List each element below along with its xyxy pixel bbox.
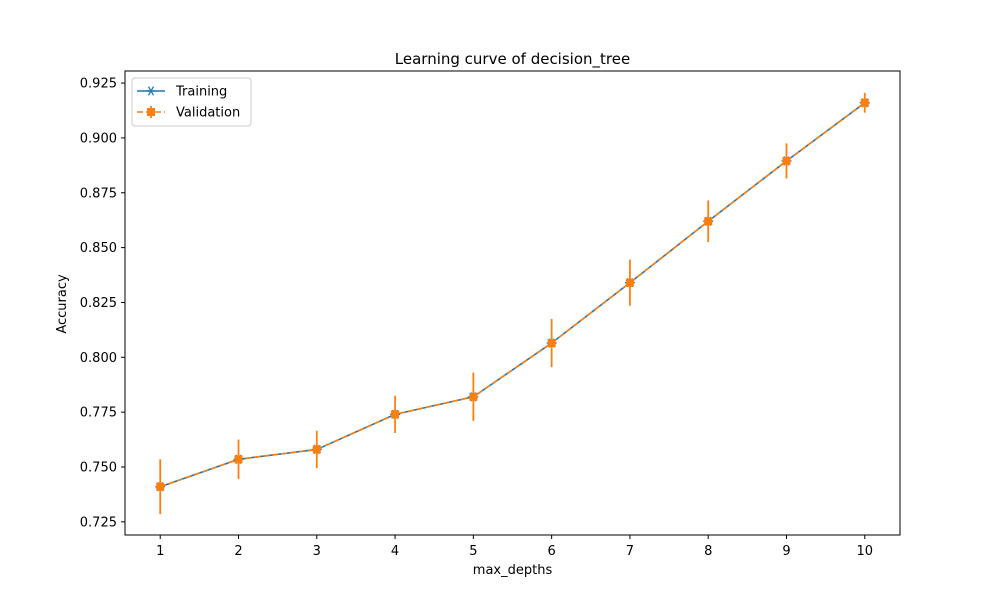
x-tick-label: 10: [856, 544, 873, 559]
y-tick-label: 0.775: [80, 406, 117, 421]
y-axis-label: Accuracy: [55, 274, 70, 334]
validation-point: [234, 455, 243, 464]
validation-point: [625, 278, 634, 287]
x-tick-label: 4: [391, 544, 399, 559]
validation-point: [782, 156, 791, 165]
legend-label-training: Training: [175, 85, 227, 100]
y-tick-label: 0.925: [80, 77, 117, 92]
validation-point: [704, 217, 713, 226]
y-tick-label: 0.825: [80, 296, 117, 311]
legend-training-marker: [147, 86, 155, 96]
x-axis-label: max_depths: [473, 563, 553, 578]
x-tick-label: 9: [782, 544, 790, 559]
y-tick-label: 0.725: [80, 515, 117, 530]
legend-entry-validation: Validation: [137, 106, 240, 121]
validation-point: [156, 482, 165, 491]
validation-point: [312, 445, 321, 454]
x-tick-label: 8: [704, 544, 712, 559]
y-tick-label: 0.800: [80, 351, 117, 366]
y-tick-label: 0.875: [80, 186, 117, 201]
x-tick-label: 6: [548, 544, 556, 559]
chart-title: Learning curve of decision_tree: [395, 50, 630, 69]
x-tick-label: 1: [156, 544, 164, 559]
validation-point: [547, 339, 556, 348]
training-series-line: [159, 102, 866, 488]
validation-point: [391, 410, 400, 419]
x-tick-label: 5: [469, 544, 477, 559]
y-tick-label: 0.750: [80, 460, 117, 475]
validation-point: [860, 98, 869, 107]
legend-box: [131, 77, 252, 127]
validation-series-line: [159, 102, 866, 488]
axes-frame: [124, 70, 901, 536]
legend-validation-marker: [147, 108, 155, 116]
x-tick-label: 7: [626, 544, 634, 559]
legend-label-validation: Validation: [176, 106, 240, 121]
validation-point: [469, 392, 478, 401]
y-tick-label: 0.900: [80, 131, 117, 146]
x-tick-label: 2: [234, 544, 242, 559]
y-tick-label: 0.850: [80, 241, 117, 256]
plot-area: 1 2 3 4 5 6 7 8 9 10 0.725 0.750 0.775 0.800 0.825 0.85…: [80, 70, 901, 559]
legend: Training Validation: [131, 77, 252, 127]
legend-entry-training: Training: [137, 85, 227, 100]
x-tick-label: 3: [313, 544, 321, 559]
